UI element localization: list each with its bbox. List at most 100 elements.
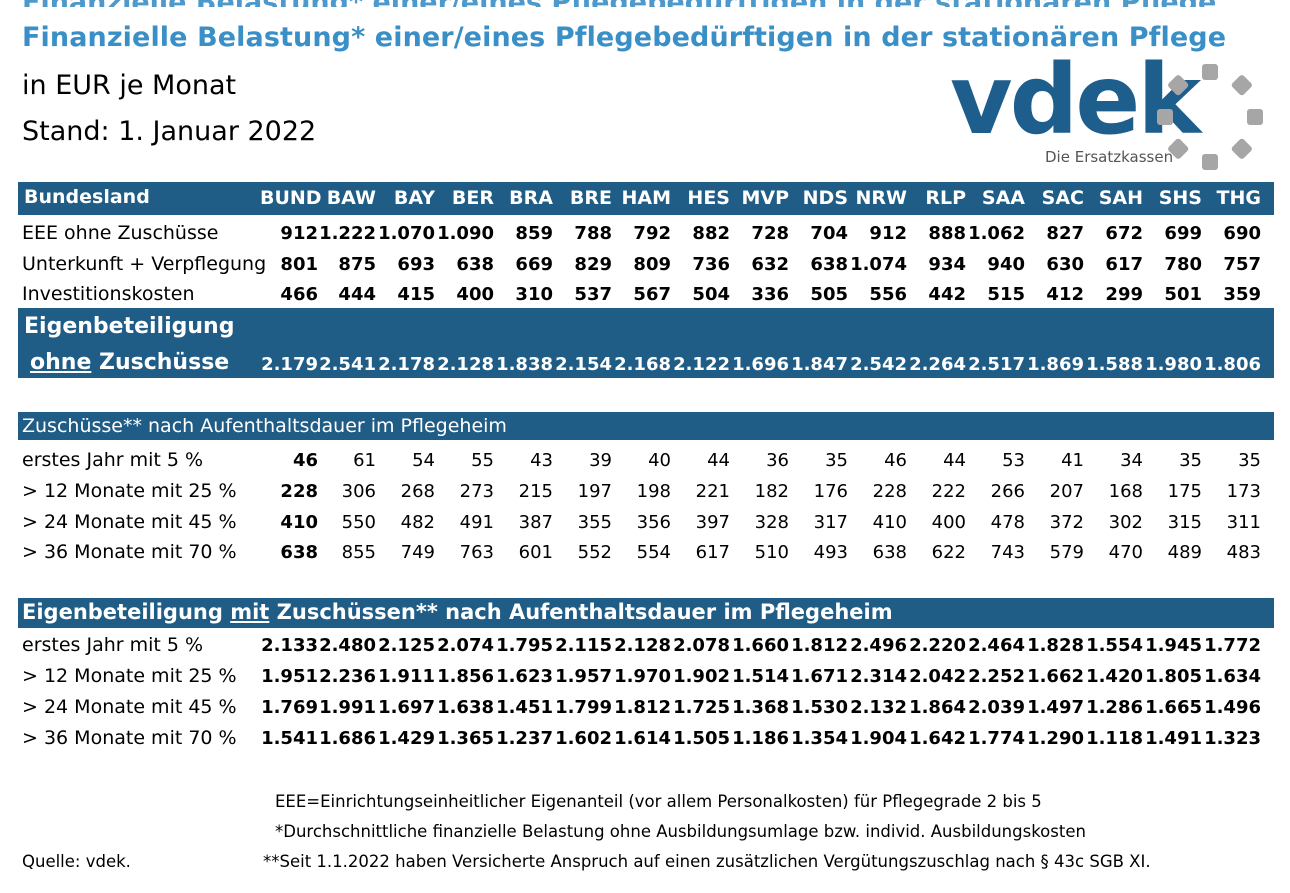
title-cut-off: Finanzielle Belastung* einer/eines Pfleg… — [22, 0, 1216, 7]
table-cell: 1.290 — [1027, 728, 1084, 749]
title-cut-text: Finanzielle Belastung* einer/eines Pfleg… — [22, 0, 1216, 7]
table-cell: 1.945 — [1145, 635, 1202, 656]
table-cell: 53 — [1002, 450, 1025, 471]
total-cell: 1.869 — [1027, 354, 1084, 375]
column-header-ham: HAM — [621, 187, 671, 209]
total-label-line1: Eigenbeteiligung — [24, 314, 235, 339]
table-cell: 537 — [574, 284, 612, 305]
row-label: Unterkunft + Verpflegung — [22, 253, 267, 275]
table-cell: 2.125 — [378, 635, 435, 656]
table-cell: 617 — [1105, 254, 1143, 275]
column-header-nrw: NRW — [855, 187, 908, 209]
table-cell: 2.496 — [850, 635, 907, 656]
unit-subtitle: in EUR je Monat — [22, 70, 237, 101]
table-cell: 55 — [471, 450, 494, 471]
table-cell: 317 — [813, 512, 848, 533]
table-cell: 690 — [1223, 223, 1261, 244]
column-header-bay: BAY — [393, 187, 435, 209]
table-cell: 1.623 — [496, 666, 553, 687]
table-cell: 175 — [1167, 481, 1202, 502]
total-cell: 2.178 — [378, 354, 435, 375]
table-cell: 1.530 — [791, 697, 848, 718]
section3-header-c: Zuschüssen** nach Aufenthaltsdauer im Pf… — [269, 600, 893, 624]
table-cell: 1.118 — [1086, 728, 1143, 749]
table-cell: 617 — [695, 542, 730, 563]
table-cell: 39 — [589, 450, 612, 471]
table-cell: 311 — [1226, 512, 1261, 533]
table-cell: 489 — [1167, 542, 1202, 563]
table-cell: 1.856 — [437, 666, 494, 687]
table-cell: 855 — [341, 542, 376, 563]
table-cell: 444 — [338, 284, 376, 305]
table-cell: 601 — [518, 542, 553, 563]
page-title: Finanzielle Belastung* einer/eines Pfleg… — [22, 22, 1227, 53]
table-cell: 552 — [577, 542, 612, 563]
total-cell: 1.696 — [732, 354, 789, 375]
section2-header: Zuschüsse** nach Aufenthaltsdauer im Pfl… — [22, 415, 507, 437]
section3-header: Eigenbeteiligung mit Zuschüssen** nach A… — [22, 600, 893, 624]
column-header-rlp: RLP — [925, 187, 966, 209]
table-cell: 302 — [1108, 512, 1143, 533]
table-cell: 1.497 — [1027, 697, 1084, 718]
table-cell: 2.132 — [850, 697, 907, 718]
table-cell: 632 — [751, 254, 789, 275]
table-cell: 198 — [636, 481, 671, 502]
table-cell: 505 — [810, 284, 848, 305]
column-header-bra: BRA — [509, 187, 553, 209]
table-cell: 387 — [518, 512, 553, 533]
table-cell: 1.074 — [850, 254, 907, 275]
table-cell: 728 — [751, 223, 789, 244]
table-cell: 567 — [633, 284, 671, 305]
row-label: > 36 Monate mit 70 % — [22, 541, 237, 563]
section1-header-band — [18, 182, 1274, 215]
table-cell: 483 — [1226, 542, 1261, 563]
table-cell: 1.957 — [555, 666, 612, 687]
table-cell: 35 — [1238, 450, 1261, 471]
column-header-nds: NDS — [802, 187, 848, 209]
total-band — [18, 308, 1274, 378]
table-cell: 763 — [459, 542, 494, 563]
total-cell: 2.541 — [319, 354, 376, 375]
table-cell: 2.236 — [319, 666, 376, 687]
table-cell: 801 — [280, 254, 318, 275]
table-cell: 41 — [1061, 450, 1084, 471]
total-cell: 2.122 — [673, 354, 730, 375]
table-cell: 554 — [636, 542, 671, 563]
table-cell: 1.671 — [791, 666, 848, 687]
table-cell: 182 — [754, 481, 789, 502]
table-cell: 35 — [1179, 450, 1202, 471]
table-cell: 470 — [1108, 542, 1143, 563]
table-cell: 912 — [280, 223, 318, 244]
table-cell: 355 — [577, 512, 612, 533]
total-label-ohne: ohne — [30, 350, 92, 375]
table-cell: 410 — [280, 512, 318, 533]
logo-tagline: Die Ersatzkassen — [1045, 148, 1174, 166]
table-cell: 510 — [754, 542, 789, 563]
table-cell: 268 — [400, 481, 435, 502]
table-cell: 829 — [574, 254, 612, 275]
table-cell: 1.368 — [732, 697, 789, 718]
table-cell: 1.902 — [673, 666, 730, 687]
table-cell: 1.686 — [319, 728, 376, 749]
total-cell: 2.128 — [437, 354, 494, 375]
table-cell: 397 — [695, 512, 730, 533]
table-cell: 493 — [813, 542, 848, 563]
table-cell: 579 — [1049, 542, 1084, 563]
table-cell: 34 — [1120, 450, 1143, 471]
table-cell: 501 — [1164, 284, 1202, 305]
table-cell: 1.420 — [1086, 666, 1143, 687]
section3-header-a: Eigenbeteiligung — [22, 600, 231, 624]
footnote-star: *Durchschnittliche finanzielle Belastung… — [275, 822, 1086, 841]
table-cell: 556 — [869, 284, 907, 305]
table-cell: 2.078 — [673, 635, 730, 656]
table-cell: 622 — [931, 542, 966, 563]
table-cell: 43 — [530, 450, 553, 471]
table-cell: 36 — [766, 450, 789, 471]
table-cell: 1.828 — [1027, 635, 1084, 656]
table-cell: 1.070 — [378, 223, 435, 244]
table-cell: 1.991 — [319, 697, 376, 718]
source-note: Quelle: vdek. — [22, 852, 131, 871]
total-cell: 1.806 — [1204, 354, 1261, 375]
table-cell: 1.602 — [555, 728, 612, 749]
table-cell: 356 — [636, 512, 671, 533]
